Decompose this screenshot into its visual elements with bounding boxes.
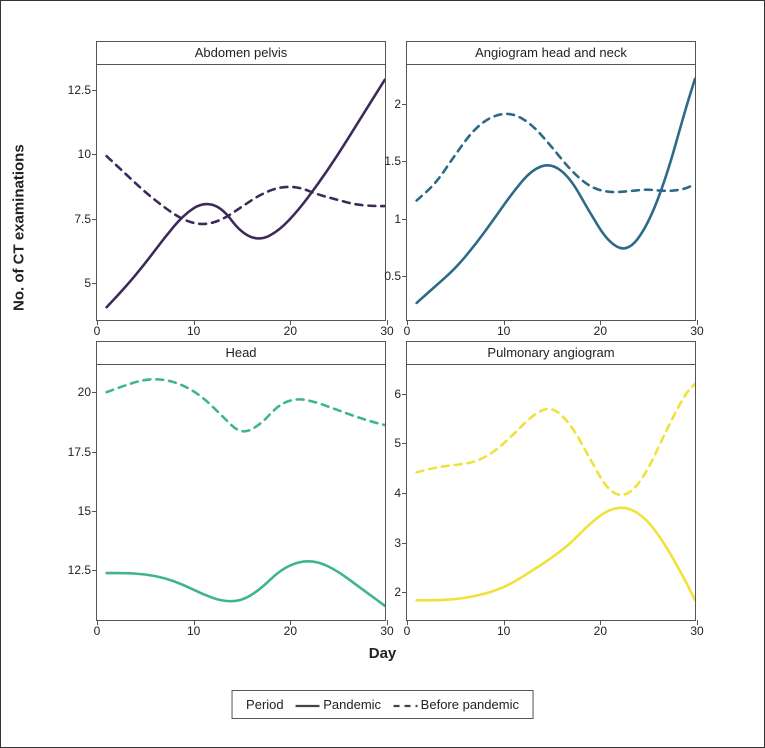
panel-title: Pulmonary angiogram xyxy=(407,342,695,365)
plot-grid: Abdomen pelvis57.51012.50102030Angiogram… xyxy=(96,41,696,621)
series-before_pandemic xyxy=(417,384,695,495)
panel-title: Head xyxy=(97,342,385,365)
panel-abdomen_pelvis: Abdomen pelvis57.51012.50102030 xyxy=(96,41,386,321)
panel-head: Head12.51517.5200102030 xyxy=(96,341,386,621)
figure-frame: No. of CT examinations Abdomen pelvis57.… xyxy=(0,0,765,748)
series-before_pandemic xyxy=(417,114,695,201)
panel-body xyxy=(97,364,385,620)
panel-body xyxy=(407,364,695,620)
panel-title: Angiogram head and neck xyxy=(407,42,695,65)
legend-item-pandemic: Pandemic xyxy=(296,697,381,712)
chart-svg xyxy=(407,64,695,320)
series-pandemic xyxy=(417,79,695,303)
legend: Period Pandemic Before pandemic xyxy=(231,690,534,719)
x-axis-label: Day xyxy=(369,645,397,662)
legend-label-before: Before pandemic xyxy=(421,697,519,712)
legend-swatch-dashed xyxy=(393,701,417,711)
panel-pulmonary_angiogram: Pulmonary angiogram234560102030 xyxy=(406,341,696,621)
panel-title: Abdomen pelvis xyxy=(97,42,385,65)
series-before_pandemic xyxy=(107,156,385,224)
legend-title: Period xyxy=(246,697,284,712)
chart-svg xyxy=(97,64,385,320)
series-before_pandemic xyxy=(107,379,385,431)
series-pandemic xyxy=(417,508,695,601)
y-axis-label: No. of CT examinations xyxy=(11,144,28,311)
panel-angiogram_head_neck: Angiogram head and neck0.511.520102030 xyxy=(406,41,696,321)
chart-svg xyxy=(407,364,695,620)
chart-svg xyxy=(97,364,385,620)
legend-item-before: Before pandemic xyxy=(393,697,519,712)
legend-label-pandemic: Pandemic xyxy=(323,697,381,712)
panel-body xyxy=(97,64,385,320)
legend-swatch-solid xyxy=(296,701,320,711)
panel-body xyxy=(407,64,695,320)
series-pandemic xyxy=(107,561,385,606)
